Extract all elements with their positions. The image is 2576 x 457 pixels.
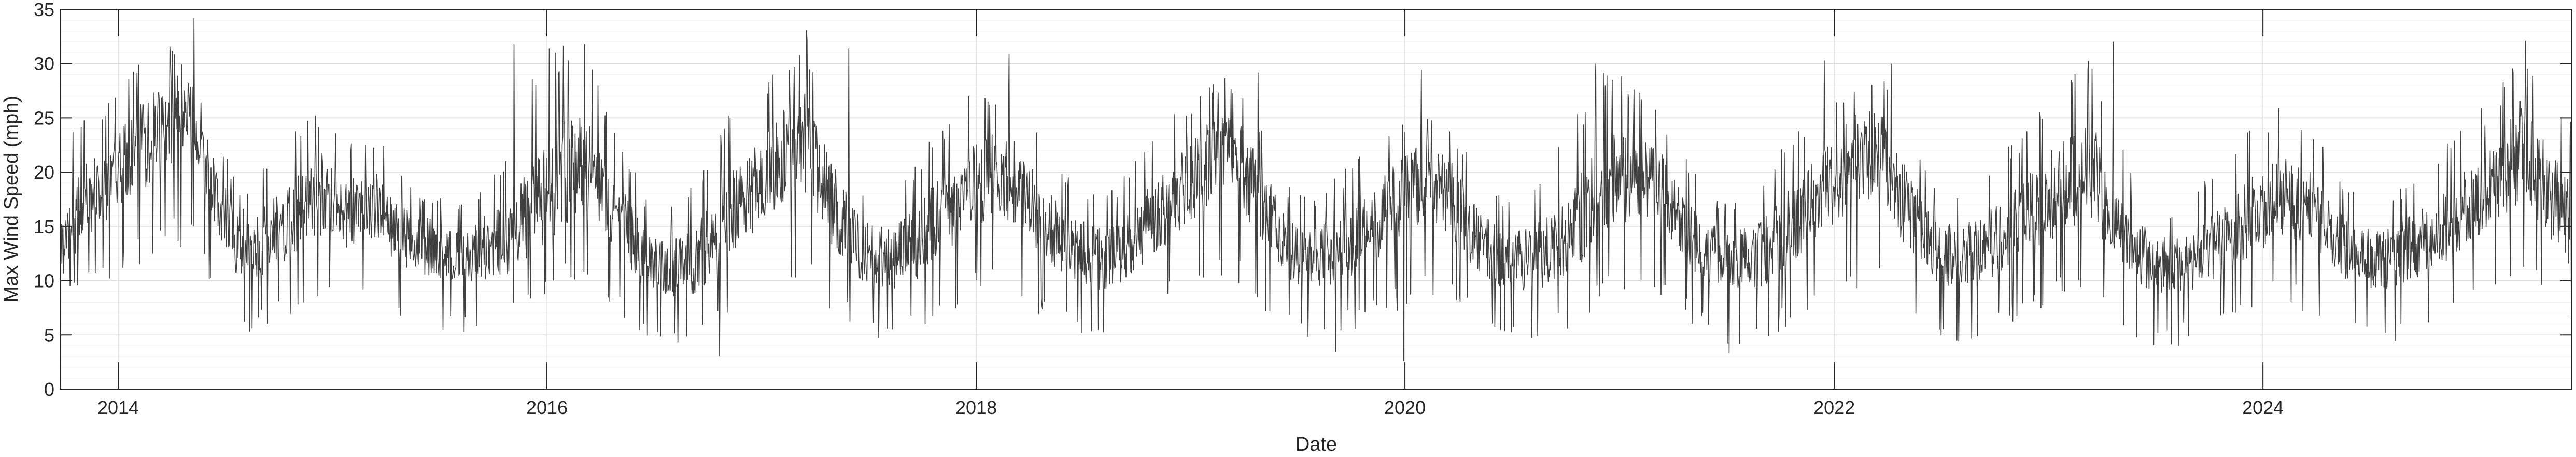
y-tick-label: 20 <box>34 162 54 183</box>
y-tick-label: 25 <box>34 107 54 128</box>
y-tick-label: 5 <box>44 324 54 346</box>
x-tick-label: 2020 <box>1384 397 1426 418</box>
y-axis-label: Max Wind Speed (mph) <box>1 96 22 303</box>
y-tick-label: 30 <box>34 53 54 75</box>
tick-layer <box>61 9 2572 390</box>
series-line <box>60 18 2572 361</box>
x-tick-label: 2014 <box>97 397 139 418</box>
y-tick-label: 0 <box>44 379 54 400</box>
series-layer <box>60 18 2572 361</box>
x-tick-label: 2024 <box>2242 397 2284 418</box>
axes-box <box>60 9 2572 390</box>
y-tick-label: 10 <box>34 270 54 292</box>
y-tick-label: 15 <box>34 216 54 237</box>
y-tick-label: 35 <box>34 0 54 20</box>
tick-labels: 0 5 10 15 20 25 30 35 2014 2016 2018 2020 2022 2024 <box>34 0 2284 418</box>
x-tick-label: 2016 <box>526 397 568 418</box>
x-axis-label: Date <box>1296 434 1337 454</box>
x-tick-label: 2022 <box>1813 397 1855 418</box>
x-tick-label: 2018 <box>955 397 997 418</box>
